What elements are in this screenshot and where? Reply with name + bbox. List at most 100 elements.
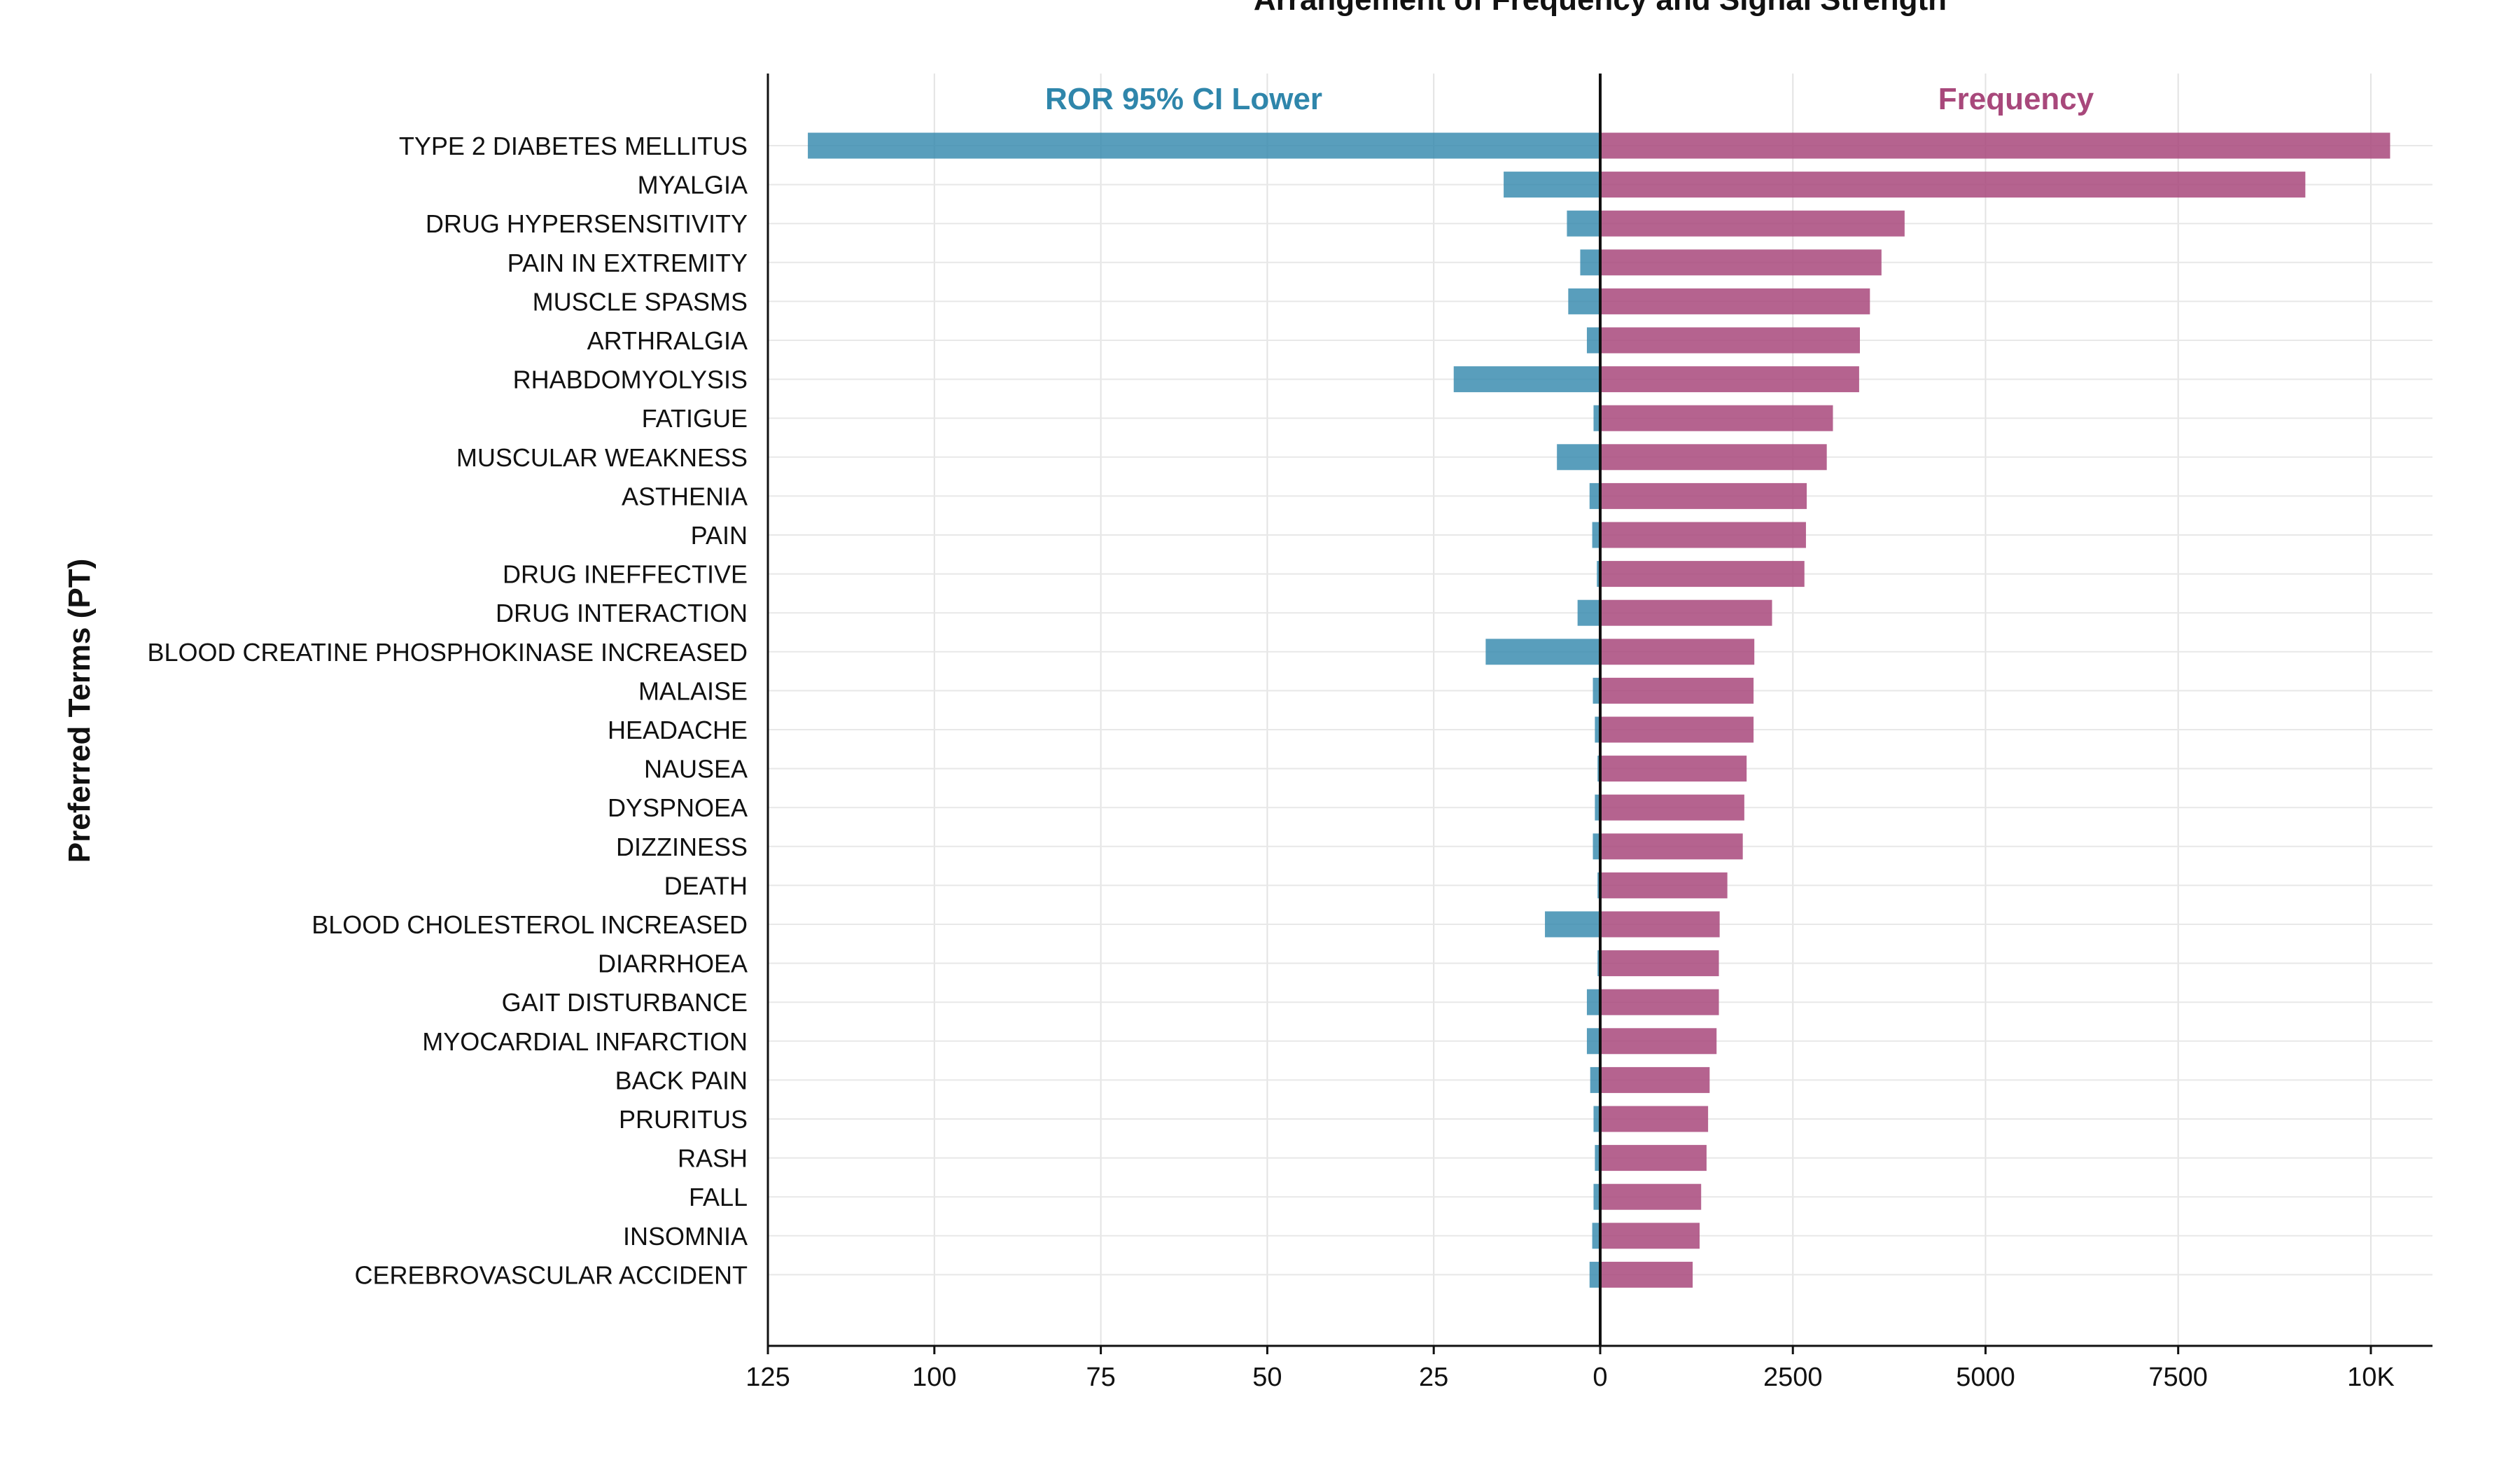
bar-frequency [1600, 872, 1728, 898]
bar-ror-lower [808, 132, 1600, 159]
category-label: ASTHENIA [622, 482, 748, 510]
bar-frequency [1600, 1066, 1710, 1093]
category-label: MUSCLE SPASMS [533, 287, 748, 316]
x-tick-label: 50 [1252, 1363, 1282, 1392]
x-tick-label: 25 [1419, 1363, 1448, 1392]
x-tick-label: 10K [2347, 1363, 2395, 1392]
bar-frequency [1600, 444, 1827, 471]
x-tick-label: 100 [912, 1363, 956, 1392]
bar-frequency [1600, 405, 1833, 431]
chart-title: Arrangement of Frequency and Signal Stre… [1254, 0, 1947, 17]
legend-ror-title: ROR 95% CI Lower [1045, 82, 1322, 116]
category-label: DRUG INEFFECTIVE [503, 560, 748, 589]
bar-frequency [1600, 1145, 1707, 1171]
bar-ror-lower [1597, 561, 1600, 587]
bar-ror-lower [1589, 482, 1600, 509]
bar-frequency [1600, 132, 2390, 159]
bar-ror-lower [1589, 1261, 1600, 1288]
bar-ror-lower [1592, 833, 1600, 860]
category-label: MYALGIA [638, 171, 748, 200]
bar-ror-lower [1592, 1223, 1600, 1249]
legend-frequency-title: Frequency [1938, 82, 2094, 116]
bar-frequency [1600, 210, 1905, 237]
bar-frequency [1600, 288, 1870, 314]
bar-frequency [1600, 639, 1755, 665]
bar-frequency [1600, 677, 1754, 704]
axes-layer [766, 74, 2432, 1354]
bar-frequency [1600, 522, 1806, 548]
bar-frequency [1600, 1261, 1693, 1288]
bar-ror-lower [1595, 1145, 1600, 1171]
category-label: INSOMNIA [623, 1222, 748, 1251]
bar-ror-lower [1590, 1066, 1600, 1093]
category-label: RASH [678, 1144, 748, 1173]
bar-ror-lower [1592, 677, 1600, 704]
category-label: PRURITUS [619, 1105, 748, 1134]
category-label: BACK PAIN [615, 1066, 748, 1094]
x-tick-label: 5000 [1956, 1363, 2015, 1392]
bar-frequency [1600, 561, 1805, 587]
bar-ror-lower [1567, 210, 1600, 237]
bar-ror-lower [1593, 405, 1600, 431]
bar-ror-lower [1593, 1106, 1600, 1132]
bar-ror-lower [1586, 327, 1600, 354]
category-label: MUSCULAR WEAKNESS [456, 443, 748, 472]
category-label: HEADACHE [608, 716, 748, 744]
x-tick-label: 125 [746, 1363, 790, 1392]
category-label: DRUG HYPERSENSITIVITY [426, 209, 748, 238]
bars-layer [808, 132, 2390, 1288]
bar-frequency [1600, 249, 1882, 276]
category-label: ARTHRALGIA [587, 326, 748, 355]
category-label: BLOOD CREATINE PHOSPHOKINASE INCREASED [147, 638, 748, 667]
bar-ror-lower [1568, 288, 1600, 314]
bar-frequency [1600, 599, 1772, 626]
bar-ror-lower [1453, 366, 1600, 393]
bar-frequency [1600, 794, 1744, 821]
bar-frequency [1600, 950, 1719, 977]
category-label: BLOOD CHOLESTEROL INCREASED [312, 910, 748, 939]
bar-ror-lower [1586, 989, 1600, 1015]
category-label: MYOCARDIAL INFARCTION [422, 1027, 748, 1056]
bar-frequency [1600, 1106, 1709, 1132]
x-tick-label: 75 [1086, 1363, 1115, 1392]
bar-frequency [1600, 1183, 1702, 1210]
x-tick-label: 0 [1592, 1363, 1607, 1392]
bar-frequency [1600, 756, 1747, 782]
category-label: FALL [689, 1183, 748, 1211]
category-label: DIZZINESS [616, 833, 748, 861]
bar-ror-lower [1586, 1028, 1600, 1055]
bar-frequency [1600, 1223, 1700, 1249]
y-axis-label: Preferred Terms (PT) [62, 559, 97, 863]
bar-frequency [1600, 327, 1861, 354]
bar-frequency [1600, 172, 2306, 198]
bar-ror-lower [1577, 599, 1600, 626]
bar-ror-lower [1580, 249, 1600, 276]
x-tick-label: 2500 [1763, 1363, 1823, 1392]
category-label: DRUG INTERACTION [496, 599, 748, 627]
labels-layer: TYPE 2 DIABETES MELLITUS MYALGIA DRUG HYPE… [147, 132, 2394, 1392]
category-label: RHABDOMYOLYSIS [513, 366, 748, 394]
category-label: PAIN [691, 521, 748, 550]
bar-ror-lower [1593, 1183, 1600, 1210]
bar-frequency [1600, 716, 1754, 743]
bar-ror-lower [1557, 444, 1600, 471]
category-label: GAIT DISTURBANCE [502, 988, 748, 1017]
category-label: DYSPNOEA [608, 793, 748, 822]
bar-ror-lower [1545, 911, 1600, 938]
category-label: PAIN IN EXTREMITY [507, 249, 748, 277]
bar-frequency [1600, 1028, 1717, 1055]
x-tick-label: 7500 [2148, 1363, 2208, 1392]
bar-frequency [1600, 989, 1719, 1015]
bar-ror-lower [1504, 172, 1600, 198]
category-label: CEREBROVASCULAR ACCIDENT [355, 1260, 748, 1289]
bar-ror-lower [1485, 639, 1600, 665]
bar-ror-lower [1595, 716, 1600, 743]
category-label: DEATH [664, 871, 748, 900]
category-label: TYPE 2 DIABETES MELLITUS [399, 132, 748, 160]
bar-ror-lower [1592, 522, 1600, 548]
bar-frequency [1600, 911, 1720, 938]
bar-frequency [1600, 366, 1859, 393]
category-label: MALAISE [638, 676, 748, 705]
